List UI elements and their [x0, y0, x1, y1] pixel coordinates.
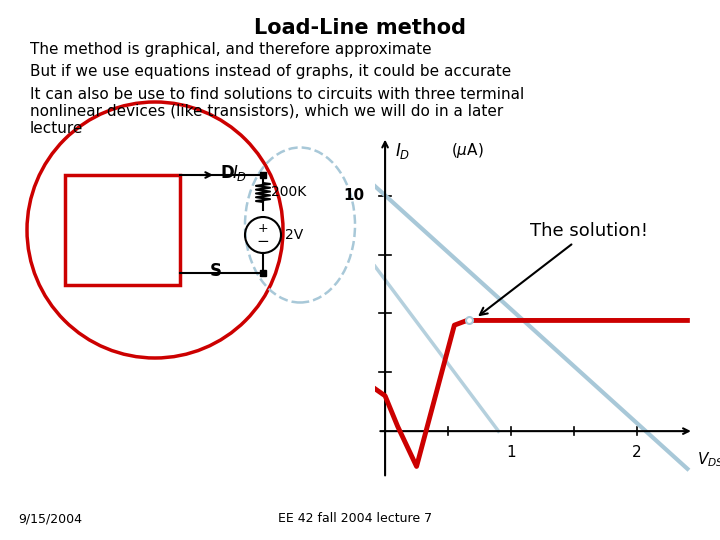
Text: $I_D$: $I_D$ — [395, 141, 410, 161]
Text: ($\mu$A): ($\mu$A) — [451, 141, 483, 160]
Text: The solution!: The solution! — [480, 222, 648, 315]
Text: $I_D$: $I_D$ — [232, 163, 247, 183]
Text: nonlinear devices (like transistors), which we will do in a later: nonlinear devices (like transistors), wh… — [30, 104, 503, 119]
Text: Load-Line method: Load-Line method — [254, 18, 466, 38]
Text: S: S — [210, 262, 222, 280]
Text: 9/15/2004: 9/15/2004 — [18, 512, 82, 525]
Text: +: + — [258, 221, 269, 234]
Bar — [260, 270, 266, 276]
Text: 1: 1 — [506, 446, 516, 460]
Text: 10: 10 — [343, 188, 365, 203]
Text: lecture: lecture — [30, 121, 84, 136]
Bar — [260, 172, 266, 178]
Text: 2: 2 — [632, 446, 642, 460]
Text: D: D — [220, 164, 234, 182]
Text: It can also be use to find solutions to circuits with three terminal: It can also be use to find solutions to … — [30, 87, 524, 102]
Text: −: − — [256, 233, 269, 248]
Text: But if we use equations instead of graphs, it could be accurate: But if we use equations instead of graph… — [30, 64, 511, 79]
Text: $V_{DS}$(V): $V_{DS}$(V) — [698, 450, 720, 469]
Text: The method is graphical, and therefore approximate: The method is graphical, and therefore a… — [30, 42, 431, 57]
Text: 200K: 200K — [271, 186, 306, 199]
Bar — [65, 175, 180, 285]
Text: 2V: 2V — [285, 228, 303, 242]
Text: EE 42 fall 2004 lecture 7: EE 42 fall 2004 lecture 7 — [278, 512, 432, 525]
